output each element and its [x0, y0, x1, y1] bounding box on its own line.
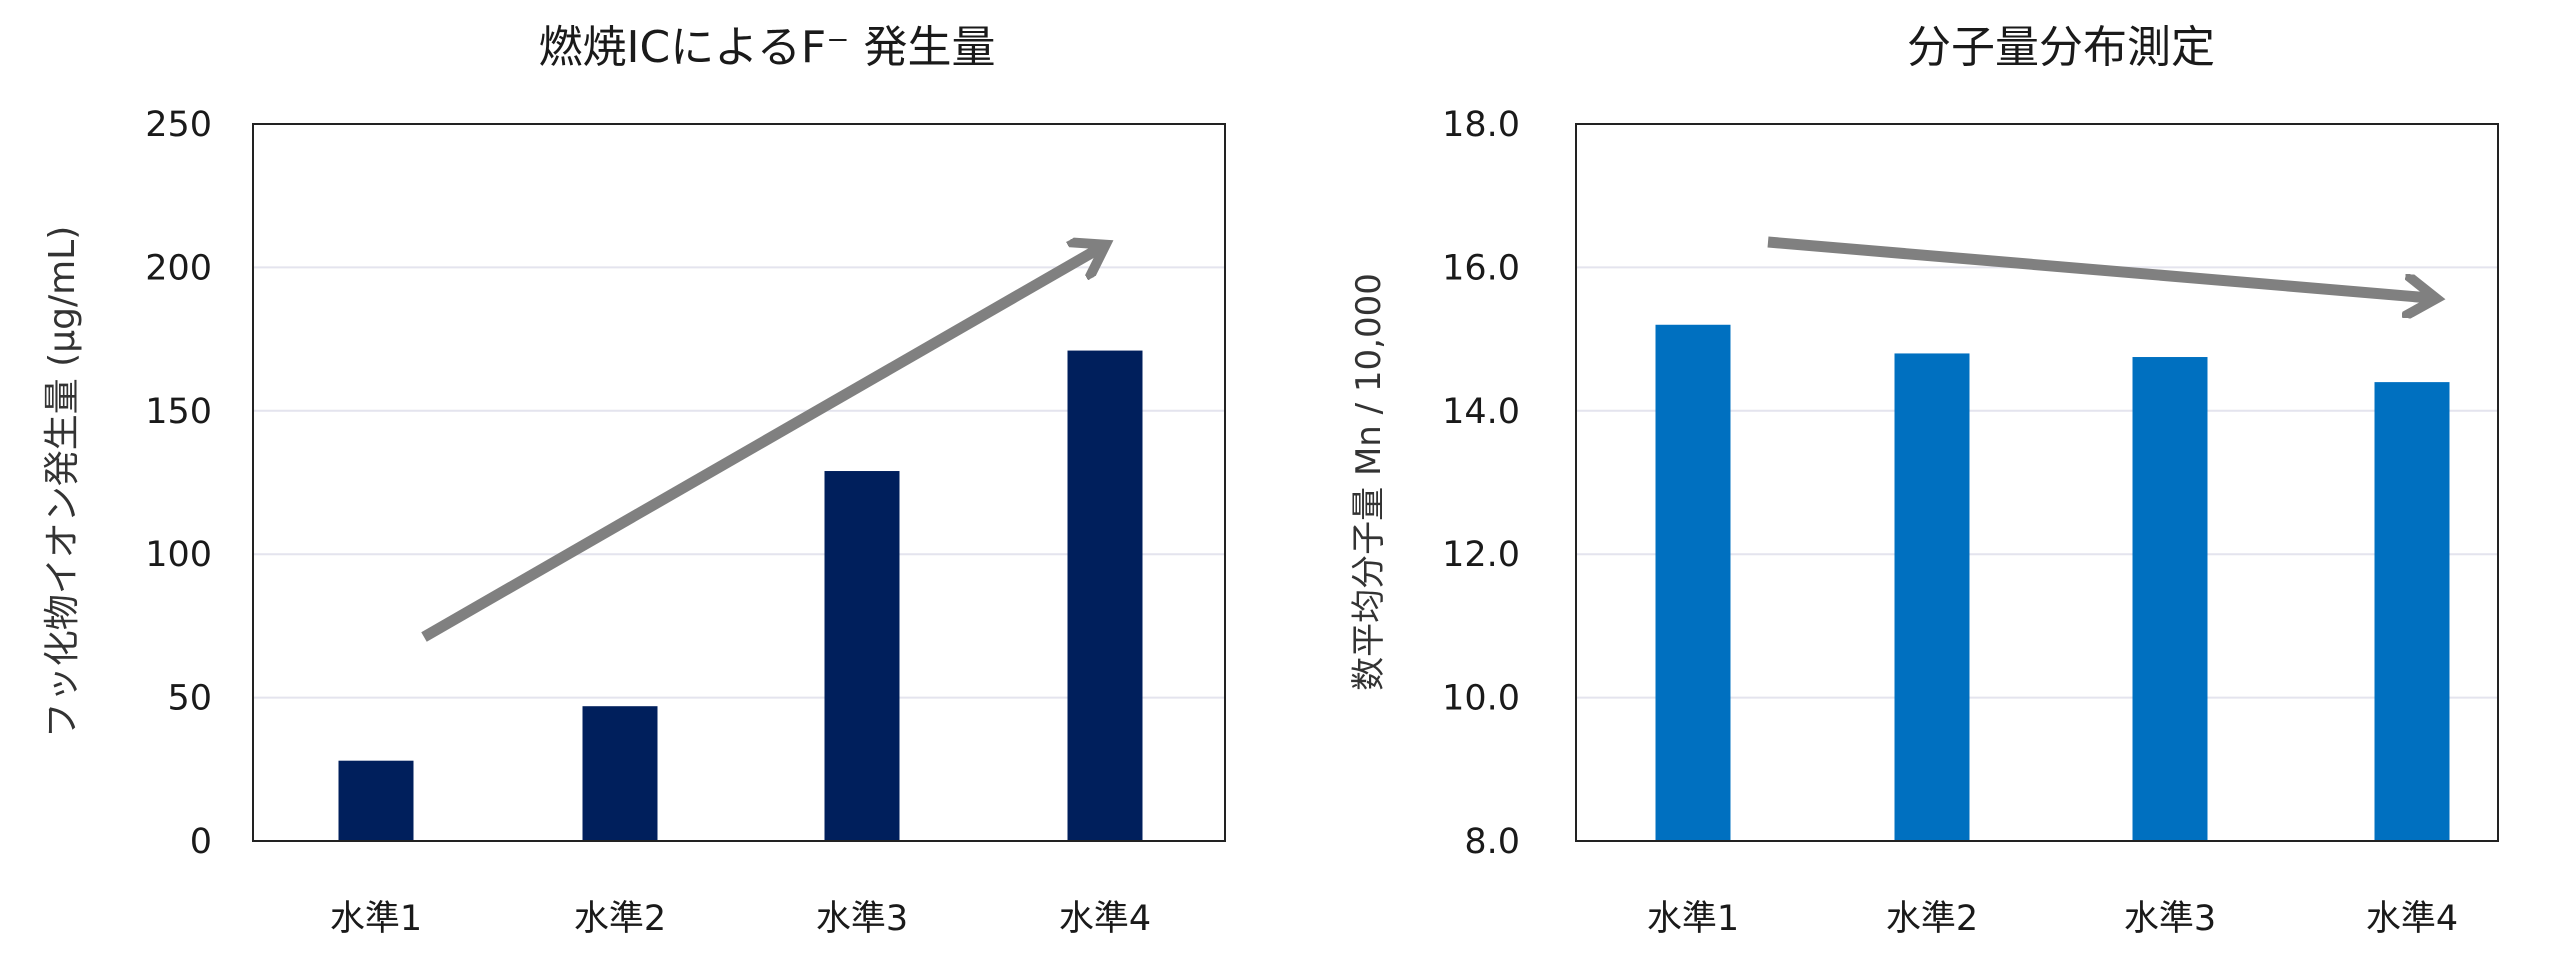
fluoride-chart: 燃焼ICによるF⁻ 発生量 フッ化物イオン発生量 (μg/mL) 0 50 100 1… — [42, 22, 1226, 939]
y-tick-label: 16.0 — [1442, 248, 1520, 288]
trend-arrow — [421, 248, 1100, 642]
y-tick-label: 0 — [190, 822, 212, 862]
bar-2 — [1894, 353, 1970, 841]
y-tick-label: 10.0 — [1442, 679, 1520, 719]
y-tick-label: 150 — [145, 392, 212, 432]
bar-1 — [1655, 324, 1731, 841]
y-tick-label: 18.0 — [1442, 105, 1520, 145]
x-tick-label: 水準3 — [2124, 899, 2216, 939]
y-tick-label: 12.0 — [1442, 535, 1520, 575]
x-tick-label: 水準1 — [330, 899, 422, 939]
bar-2 — [582, 706, 658, 841]
y-tick-label: 200 — [145, 248, 212, 288]
bar-1 — [338, 760, 414, 841]
x-tick-label: 水準2 — [1886, 899, 1978, 939]
bar-3 — [824, 471, 900, 841]
x-tick-label: 水準4 — [2366, 899, 2458, 939]
bar-4 — [2374, 382, 2450, 841]
y-tick-label: 100 — [145, 535, 212, 575]
plot-frame — [252, 123, 1226, 842]
x-tick-label: 水準4 — [1059, 899, 1151, 939]
plot-frame — [1575, 123, 2499, 842]
x-tick-label: 水準2 — [574, 899, 666, 939]
x-tick-label: 水準3 — [816, 899, 908, 939]
y-tick-label: 250 — [145, 105, 212, 145]
bar-3 — [2132, 357, 2208, 841]
chart-title: 燃焼ICによるF⁻ 発生量 — [539, 22, 996, 73]
y-tick-label: 8.0 — [1464, 822, 1520, 862]
molecular-weight-chart: 分子量分布測定 数平均分子量 Mn / 10,000 8.0 10.0 12.0 14… — [1349, 22, 2499, 939]
x-tick-label: 水準1 — [1647, 899, 1739, 939]
bar-4 — [1067, 350, 1143, 841]
trend-arrow — [1767, 236, 2430, 298]
y-tick-label: 50 — [167, 679, 212, 719]
y-axis-label: フッ化物イオン発生量 (μg/mL) — [42, 226, 83, 739]
y-axis-label: 数平均分子量 Mn / 10,000 — [1349, 273, 1389, 691]
y-tick-label: 14.0 — [1442, 392, 1520, 432]
chart-title: 分子量分布測定 — [1907, 22, 2215, 73]
